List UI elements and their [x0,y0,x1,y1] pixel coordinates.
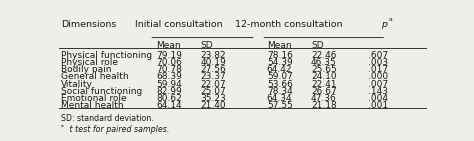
Text: SD: SD [311,41,324,50]
Text: .017: .017 [368,65,388,74]
Text: Mean: Mean [156,41,181,50]
Text: 26.67: 26.67 [311,87,337,96]
Text: t test for paired samples.: t test for paired samples. [66,125,169,134]
Text: Bodily pain: Bodily pain [61,65,111,74]
Text: 64.14: 64.14 [156,102,182,111]
Text: p: p [381,20,387,29]
Text: .000: .000 [368,72,388,81]
Text: 70.78: 70.78 [156,65,182,74]
Text: ᵃ: ᵃ [61,125,64,131]
Text: 21.40: 21.40 [201,102,226,111]
Text: 64.34: 64.34 [267,94,292,103]
Text: 68.39: 68.39 [156,72,182,81]
Text: 24.10: 24.10 [311,72,337,81]
Text: 23.82: 23.82 [201,51,226,60]
Text: SD: SD [201,41,213,50]
Text: .007: .007 [368,80,388,89]
Text: 35.23: 35.23 [201,94,227,103]
Text: Initial consultation: Initial consultation [135,20,222,29]
Text: 64.42: 64.42 [267,65,292,74]
Text: 80.62: 80.62 [156,94,182,103]
Text: 40.19: 40.19 [201,58,227,67]
Text: 82.99: 82.99 [156,87,182,96]
Text: Dimensions: Dimensions [61,20,117,29]
Text: General health: General health [61,72,129,81]
Text: 22.41: 22.41 [311,80,337,89]
Text: a: a [388,17,392,22]
Text: 46.35: 46.35 [311,58,337,67]
Text: 25.07: 25.07 [201,87,227,96]
Text: 59.94: 59.94 [156,80,182,89]
Text: 70.06: 70.06 [156,58,182,67]
Text: SD: standard deviation.: SD: standard deviation. [61,114,154,123]
Text: Mean: Mean [267,41,292,50]
Text: 53.66: 53.66 [267,80,292,89]
Text: .143: .143 [368,87,388,96]
Text: .003: .003 [368,58,388,67]
Text: Mental health: Mental health [61,102,124,111]
Text: 21.18: 21.18 [311,102,337,111]
Text: .004: .004 [368,94,388,103]
Text: Vitality: Vitality [61,80,93,89]
Text: 22.07: 22.07 [201,80,226,89]
Text: 78.16: 78.16 [267,51,292,60]
Text: 22.46: 22.46 [311,51,337,60]
Text: Physical role: Physical role [61,58,118,67]
Text: 47.36: 47.36 [311,94,337,103]
Text: Physical functioning: Physical functioning [61,51,152,60]
Text: 59.07: 59.07 [267,72,292,81]
Text: 79.19: 79.19 [156,51,182,60]
Text: 54.39: 54.39 [267,58,292,67]
Text: .607: .607 [368,51,388,60]
Text: Emotional role: Emotional role [61,94,127,103]
Text: 57.55: 57.55 [267,102,292,111]
Text: Social functioning: Social functioning [61,87,142,96]
Text: 23.37: 23.37 [201,72,227,81]
Text: .001: .001 [368,102,388,111]
Text: 25.65: 25.65 [311,65,337,74]
Text: 78.34: 78.34 [267,87,292,96]
Text: 12-month consultation: 12-month consultation [235,20,343,29]
Text: 27.56: 27.56 [201,65,227,74]
